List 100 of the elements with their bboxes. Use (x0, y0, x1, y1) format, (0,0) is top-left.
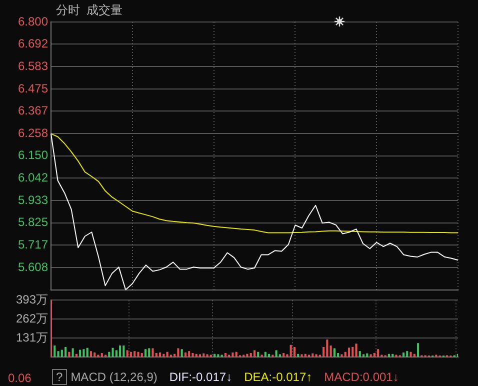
bar (278, 354, 281, 357)
bar (64, 346, 67, 357)
bar (416, 343, 420, 357)
bar (282, 353, 285, 357)
y-tick-label: 5.825 (18, 215, 48, 230)
bar (253, 350, 256, 357)
y-tick-label: 393万 (16, 292, 48, 307)
bar (413, 354, 416, 357)
bar (198, 354, 202, 357)
bar (232, 352, 234, 357)
text: DIF:-0.017↓ (169, 370, 232, 384)
bar (293, 346, 296, 357)
bar (180, 349, 183, 357)
bar (79, 350, 82, 357)
bar (152, 348, 154, 357)
y-tick-label: 6.692 (18, 36, 48, 51)
bar (264, 352, 266, 357)
bar (60, 350, 63, 357)
bar (54, 346, 56, 357)
bar (137, 352, 140, 357)
bar (134, 351, 136, 357)
bar (377, 349, 380, 357)
bar (148, 348, 150, 357)
chart-title: 分时 成交量 (56, 2, 123, 19)
bar (202, 353, 205, 357)
bar (130, 352, 132, 357)
bar (119, 346, 122, 357)
bar (166, 352, 168, 357)
bar (188, 351, 190, 357)
bar (410, 352, 412, 357)
bar (86, 348, 88, 357)
bar (355, 344, 358, 357)
y-tick-label: 6.042 (18, 170, 48, 184)
bar (348, 348, 350, 357)
bar (344, 352, 346, 357)
y-tick-label: 6.475 (18, 81, 48, 96)
bar (140, 353, 143, 357)
text: MACD:0.001↓ (324, 370, 399, 384)
y-tick-label: 262万 (16, 311, 48, 326)
y-tick-label: 6.800 (18, 14, 48, 28)
bar (158, 352, 162, 357)
bar (333, 348, 336, 357)
bar (126, 350, 128, 357)
y-tick-label: 5.717 (18, 237, 48, 252)
bar (370, 354, 372, 357)
bar (330, 346, 332, 357)
bar (406, 351, 408, 357)
bar (108, 352, 110, 357)
bar (122, 346, 125, 357)
bar (312, 353, 314, 357)
y-tick-label: 5.608 (18, 260, 48, 274)
bar (94, 352, 96, 357)
bar (100, 353, 103, 357)
bar (362, 354, 365, 357)
bar (184, 352, 186, 357)
bar (275, 350, 278, 357)
bar (75, 354, 78, 357)
bar (144, 349, 147, 357)
text: MACD (12,26,9) (70, 370, 158, 384)
bar (250, 353, 252, 357)
y-tick-label: 131万 (16, 330, 48, 344)
bar (82, 349, 85, 357)
bar (300, 354, 303, 357)
bar (268, 354, 270, 357)
text: DEA:-0.017↑ (244, 370, 312, 384)
y-tick-label: 5.933 (18, 192, 48, 207)
bar (388, 354, 390, 357)
y-tick-label: 6.258 (18, 126, 48, 140)
bar (352, 346, 354, 357)
bar (195, 354, 198, 357)
bar (304, 354, 306, 357)
bar (392, 354, 394, 357)
bar (326, 339, 328, 357)
bar (366, 353, 368, 357)
bar (68, 352, 70, 357)
bar (213, 354, 216, 357)
bar (246, 354, 248, 357)
bar (297, 354, 300, 357)
bar (224, 353, 226, 357)
bar (217, 354, 220, 357)
y-tick-label: 6.583 (18, 59, 48, 74)
bar (402, 352, 405, 357)
bar (358, 351, 361, 357)
text: ? (52, 369, 67, 385)
bar (177, 348, 180, 357)
bar (286, 354, 288, 357)
bar (90, 351, 92, 357)
bar (257, 352, 260, 357)
bar (373, 353, 376, 357)
y-tick-label: 6.150 (18, 148, 48, 162)
bar (340, 354, 343, 357)
bar (112, 348, 114, 357)
bar (72, 348, 74, 357)
bar (290, 344, 292, 357)
bar (315, 354, 318, 357)
y-tick-label: 6.367 (18, 104, 48, 118)
text: 0.06 (8, 371, 32, 385)
bar (235, 352, 238, 357)
bar (162, 354, 165, 357)
bar (206, 354, 208, 357)
